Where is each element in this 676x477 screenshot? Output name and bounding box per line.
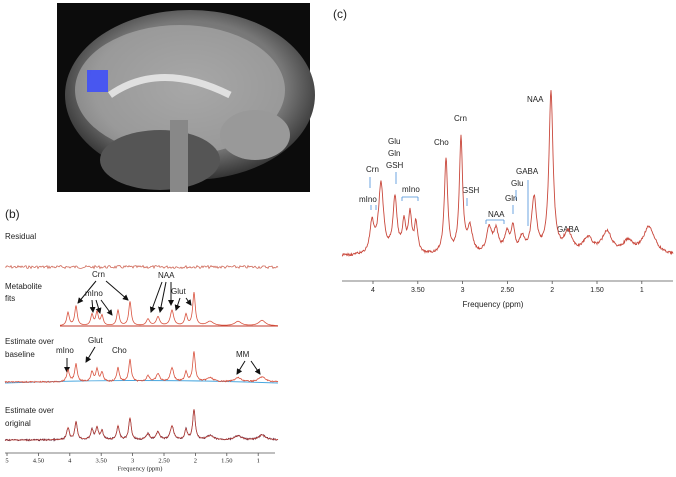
annotation: Gln: [505, 194, 517, 203]
x-tick-label: 3: [131, 457, 134, 464]
x-tick-label: 4: [68, 457, 72, 464]
annotation: Crn: [454, 114, 467, 123]
x-tick-label: 2: [550, 287, 554, 294]
annotation: GSH: [462, 186, 480, 195]
annotation: Glu: [511, 179, 523, 188]
annotation: NAA: [158, 271, 175, 280]
annotation: Glut: [171, 287, 186, 296]
arrows: [64, 280, 261, 375]
row-label: Metabolite: [5, 282, 42, 291]
x-tick-label: 4.50: [33, 457, 44, 464]
row-label: original: [5, 419, 31, 428]
annotation: Cho: [434, 138, 449, 147]
x-axis-label: Frequency (ppm): [118, 465, 163, 472]
annotation: Crn: [92, 270, 105, 279]
spectrum-c: [341, 90, 674, 257]
x-tick-label: 2.50: [501, 287, 515, 294]
annotation: Crn: [366, 165, 379, 174]
panel-label: (a): [10, 5, 25, 19]
residual-trace: [4, 264, 279, 270]
row-label: fits: [5, 294, 15, 303]
annotation: NAA: [488, 210, 505, 219]
row-label: Residual: [5, 232, 36, 241]
mri-image: [57, 3, 315, 192]
annotation: GSH: [386, 161, 404, 170]
panel-label: (b): [5, 207, 20, 221]
panel-label: (c): [333, 7, 347, 21]
annotation: mIno: [85, 289, 103, 298]
x-axis-label: Frequency (ppm): [463, 300, 524, 309]
x-tick-label: 1.50: [221, 457, 232, 464]
x-tick-label: 3.50: [411, 287, 425, 294]
annotation: mIno: [402, 185, 420, 194]
annotation: mIno: [359, 195, 377, 204]
voxel: [87, 70, 108, 92]
x-tick-label: 1: [257, 457, 260, 464]
x-tick-label: 3: [461, 287, 465, 294]
annotation: Gln: [388, 149, 400, 158]
row-label: baseline: [5, 350, 35, 359]
fit-trace: [59, 292, 278, 326]
annotation: Cho: [112, 346, 127, 355]
annotation: NAA: [527, 95, 544, 104]
annotation: mIno: [56, 346, 74, 355]
x-tick-label: 1: [640, 287, 644, 294]
annotation: GABA: [516, 167, 539, 176]
x-tick-label: 2.50: [158, 457, 169, 464]
estimate-trace: [4, 351, 279, 384]
x-tick-label: 2: [194, 457, 197, 464]
x-tick-label: 4: [371, 287, 375, 294]
annotation: Glu: [388, 137, 400, 146]
annotation: Glut: [88, 336, 103, 345]
x-tick-label: 3.50: [96, 457, 107, 464]
estimate-overlay: [4, 409, 278, 441]
x-tick-label: 5: [5, 457, 8, 464]
row-label: Estimate over: [5, 337, 54, 346]
row-label: Estimate over: [5, 406, 54, 415]
x-tick-label: 1.50: [590, 287, 604, 294]
annotation: MM: [236, 350, 250, 359]
